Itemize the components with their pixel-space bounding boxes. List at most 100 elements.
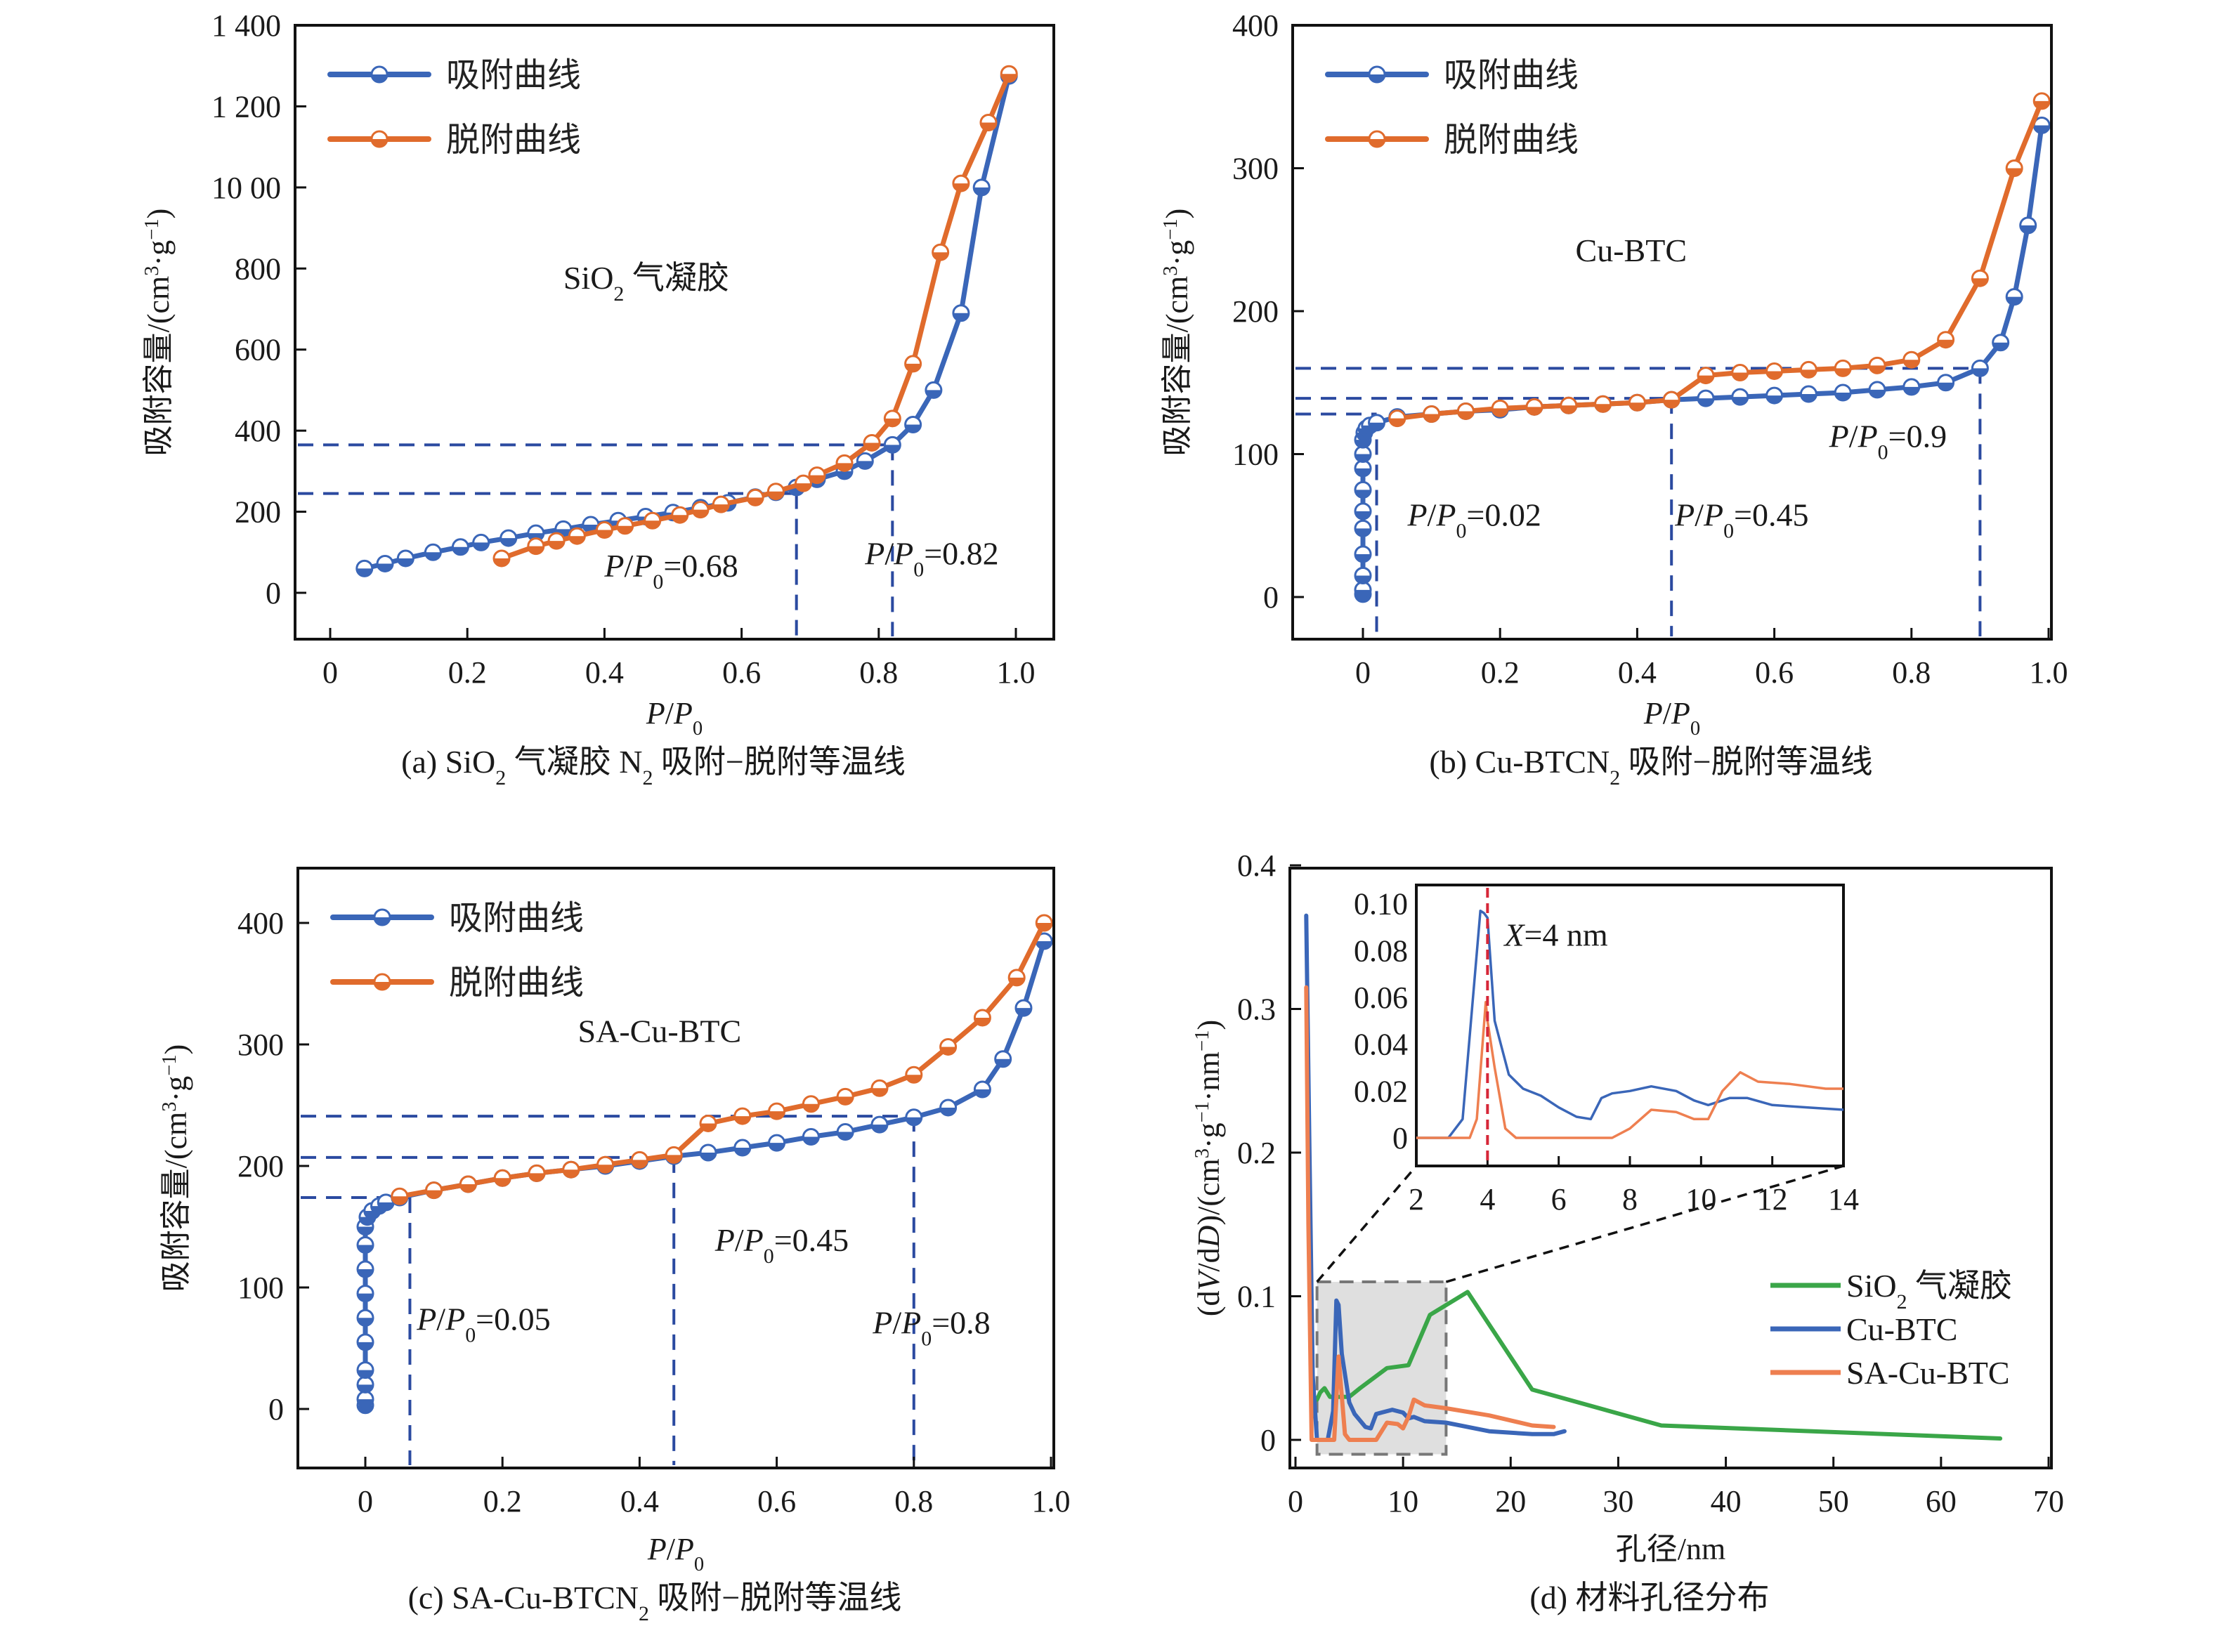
marker-fill <box>1835 368 1851 376</box>
desorption-point <box>493 1169 511 1187</box>
adsorption-point <box>925 381 943 399</box>
text-span: SA-Cu-BTC <box>1846 1355 2010 1391</box>
adsorption-point <box>1354 545 1372 563</box>
text-span: / <box>1428 497 1437 532</box>
marker-fill <box>974 1089 991 1097</box>
text-span: ) <box>1192 1020 1226 1030</box>
marker-fill <box>693 509 709 518</box>
text-span: 0 <box>921 1327 932 1350</box>
marker-fill <box>377 563 393 572</box>
legend-item-sa_cu_btc: SA-Cu-BTC <box>1770 1355 2010 1391</box>
guide-label: P/P0=0.05 <box>416 1302 550 1347</box>
y-tick-label: 200 <box>235 495 281 530</box>
plot-frame <box>1288 867 2053 1469</box>
desorption-point <box>808 466 826 485</box>
guide-label: P/P0=0.8 <box>872 1305 990 1351</box>
marker-fill <box>1732 372 1748 381</box>
text-span: 3 <box>141 266 163 275</box>
marker-fill <box>734 1148 750 1156</box>
y-axis-label: (dV/dD)/(cm3·g−1·nm−1) <box>1192 1020 1227 1316</box>
marker-fill <box>837 1096 854 1105</box>
marker-fill <box>358 1226 373 1235</box>
adsorption-point <box>356 1285 374 1303</box>
guide-label: P/P0=0.82 <box>864 536 998 582</box>
y-tick-label: 0 <box>1260 1423 1276 1457</box>
guide-label: P/P0=0.02 <box>1406 497 1541 542</box>
adsorption-point <box>376 554 394 572</box>
marker-fill <box>1389 418 1405 426</box>
series-adsorption <box>356 932 1053 1415</box>
adsorption-point <box>1992 334 2010 352</box>
inset-y-tick-label: 0.06 <box>1354 981 1408 1015</box>
text-span: P <box>714 1222 735 1258</box>
y-tick-label: 1 400 <box>211 8 281 43</box>
text-span: P <box>1643 696 1663 730</box>
y-tick-label: 0 <box>266 576 281 610</box>
text-span: (d <box>1192 1290 1226 1316</box>
marker-fill <box>2006 168 2023 176</box>
y-tick-label: 0.3 <box>1237 992 1276 1027</box>
inset-y-tick-label: 0.08 <box>1354 933 1408 968</box>
marker-fill <box>795 483 811 492</box>
text-span: ·g <box>141 240 176 266</box>
x-tick-label: 0.8 <box>859 655 898 690</box>
text-span: 气凝胶 <box>1907 1268 2013 1304</box>
desorption-point <box>2005 159 2023 177</box>
adsorption-point <box>994 1050 1012 1068</box>
marker-fill <box>1766 395 1782 404</box>
text-span: / <box>436 1302 445 1337</box>
desorption-point <box>1971 269 1989 287</box>
desorption-point <box>1697 367 1715 385</box>
legend-item-adsorption: 吸附曲线 <box>327 55 581 95</box>
marker-fill <box>803 1136 819 1145</box>
marker-fill <box>378 1202 394 1210</box>
marker-fill <box>768 491 784 499</box>
adsorption-point <box>356 1361 374 1379</box>
text-span: =0.82 <box>924 536 998 572</box>
marker-fill <box>2034 125 2050 133</box>
marker-fill <box>906 1117 922 1125</box>
text-span: P <box>632 548 653 584</box>
x-axis-label: P/P0 <box>646 696 703 740</box>
marker-fill <box>358 1318 373 1326</box>
text-span: 吸附容量/(cm <box>159 1112 193 1292</box>
desorption-point <box>979 114 998 132</box>
plot-frame <box>1291 24 2053 641</box>
x-tick-label: 0 <box>322 655 338 690</box>
adsorption-point <box>1354 459 1372 478</box>
adsorption-point <box>2019 216 2037 235</box>
legend-marker <box>1368 130 1386 148</box>
marker-fill <box>940 1047 956 1055</box>
marker-fill <box>549 541 565 549</box>
desorption-point <box>665 1146 683 1164</box>
legend-label: 脱附曲线 <box>446 120 581 159</box>
marker-fill <box>374 917 390 925</box>
text-span: 0 <box>764 1245 774 1268</box>
adsorption-point <box>1868 381 1886 399</box>
adsorption-point <box>1937 374 1955 392</box>
desorption-point <box>1868 356 1886 374</box>
marker-fill <box>452 546 469 555</box>
text-span: −1 <box>159 1054 181 1075</box>
marker-fill <box>1664 400 1680 408</box>
desorption-point <box>1035 914 1053 932</box>
y-tick-label: 200 <box>237 1149 284 1184</box>
marker-fill <box>734 1116 750 1125</box>
inset-x-tick-label: 4 <box>1480 1182 1495 1217</box>
marker-fill <box>769 1111 785 1120</box>
marker-fill <box>1972 368 1988 376</box>
desorption-point <box>794 474 812 492</box>
marker-fill <box>426 1190 442 1198</box>
legend-marker <box>373 973 391 991</box>
marker-fill <box>1595 404 1611 412</box>
text-span: / <box>1695 497 1704 532</box>
text-span: X <box>1503 917 1525 953</box>
desorption-point <box>492 549 511 568</box>
text-span: / <box>667 1532 676 1566</box>
marker-fill <box>809 475 825 483</box>
desorption-point <box>870 1079 889 1097</box>
desorption-point <box>932 243 950 261</box>
text-span: P <box>1703 497 1723 532</box>
marker-fill <box>837 1132 854 1140</box>
